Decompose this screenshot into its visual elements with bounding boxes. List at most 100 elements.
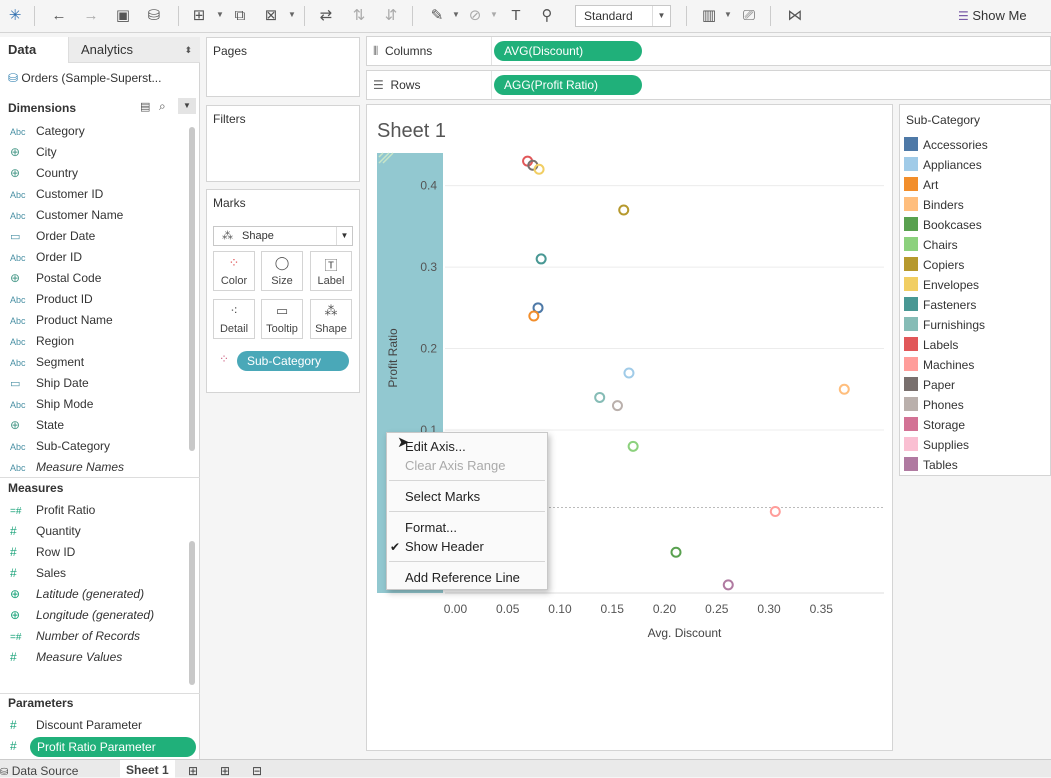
menu-format[interactable]: Format... <box>405 520 458 535</box>
profit-ratio-parameter-pill[interactable]: Profit Ratio Parameter <box>30 737 196 757</box>
label-mark-button[interactable]: 🅃 Label <box>310 251 352 291</box>
share-icon[interactable]: ⋈ <box>787 7 803 24</box>
mark-type-select[interactable]: ⁂ Shape ▼ <box>213 226 353 246</box>
field-profit-ratio[interactable]: =# Profit Ratio <box>10 500 190 521</box>
legend-item[interactable]: Art <box>904 175 938 195</box>
field-sales[interactable]: # Sales <box>10 563 190 584</box>
chevron-down-icon[interactable]: ▼ <box>452 10 460 19</box>
tableau-logo-icon[interactable]: ✳ <box>8 7 22 24</box>
legend-item[interactable]: Envelopes <box>904 275 979 295</box>
field-profit-ratio-parameter[interactable]: # <box>10 736 190 757</box>
tab-data[interactable]: Data <box>0 37 68 63</box>
new-worksheet-tab-icon[interactable]: ⊞ <box>188 764 199 778</box>
show-cards-icon[interactable]: ▥ <box>701 7 717 24</box>
search-icon[interactable]: ⌕ <box>159 99 166 113</box>
legend-item[interactable]: Phones <box>904 395 964 415</box>
new-worksheet-icon[interactable]: ⊞ <box>192 7 206 24</box>
shape-mark-button[interactable]: ⁂ Shape <box>310 299 352 339</box>
chevron-down-icon[interactable]: ▼ <box>490 10 498 19</box>
show-me-button[interactable]: ☰ Show Me <box>958 8 1027 23</box>
dimensions-menu-icon[interactable]: ▼ <box>178 98 196 114</box>
field-row-id[interactable]: # Row ID <box>10 542 190 563</box>
legend-item[interactable]: Tables <box>904 455 958 475</box>
legend-item[interactable]: Appliances <box>904 155 982 175</box>
legend-item[interactable]: Chairs <box>904 235 958 255</box>
field-state[interactable]: ⊕ State <box>10 415 190 436</box>
field-measure-values[interactable]: # Measure Values <box>10 647 190 668</box>
size-mark-button[interactable]: ◯ Size <box>261 251 303 291</box>
field-city[interactable]: ⊕ City <box>10 142 190 163</box>
pages-card[interactable]: Pages <box>206 37 360 97</box>
columns-shelf[interactable]: ⦀ Columns AVG(Discount) <box>366 36 1051 66</box>
field-ship-date[interactable]: ▭ Ship Date <box>10 373 190 394</box>
fit-select[interactable]: Standard ▼ <box>575 5 671 27</box>
legend-item[interactable]: Furnishings <box>904 315 985 335</box>
new-datasource-icon[interactable]: ⛁ <box>147 7 161 24</box>
tab-sheet-1[interactable]: Sheet 1 <box>120 760 175 778</box>
legend-item[interactable]: Binders <box>904 195 964 215</box>
field-category[interactable]: Abc Category <box>10 121 190 142</box>
field-product-id[interactable]: Abc Product ID <box>10 289 190 310</box>
view-list-icon[interactable]: ▤ <box>140 101 151 113</box>
sheet-title[interactable]: Sheet 1 <box>377 120 446 142</box>
field-postal-code[interactable]: ⊕ Postal Code <box>10 268 190 289</box>
menu-show-header[interactable]: Show Header <box>405 539 484 554</box>
menu-select-marks[interactable]: Select Marks <box>405 489 481 504</box>
subcategory-pill[interactable]: Sub-Category <box>237 351 349 371</box>
field-measure-names[interactable]: Abc Measure Names <box>10 457 190 478</box>
field-customer-id[interactable]: Abc Customer ID <box>10 184 190 205</box>
field-country[interactable]: ⊕ Country <box>10 163 190 184</box>
legend-item[interactable]: Labels <box>904 335 958 355</box>
sort-ascending-icon[interactable]: ⇅ <box>352 7 366 24</box>
swap-rows-columns-icon[interactable]: ⇄ <box>319 7 333 24</box>
legend-item[interactable]: Storage <box>904 415 965 435</box>
measures-scrollbar[interactable] <box>189 541 195 685</box>
datasource-item[interactable]: ⛁ Orders (Sample-Superst... <box>8 71 161 85</box>
filters-card[interactable]: Filters <box>206 105 360 182</box>
legend-item[interactable]: Paper <box>904 375 955 395</box>
legend-item[interactable]: Copiers <box>904 255 964 275</box>
field-order-date[interactable]: ▭ Order Date <box>10 226 190 247</box>
legend-item[interactable]: Bookcases <box>904 215 982 235</box>
legend-item[interactable]: Fasteners <box>904 295 976 315</box>
field-longitude-generated-[interactable]: ⊕ Longitude (generated) <box>10 605 190 626</box>
tab-analytics[interactable]: Analytics ⬍ <box>68 37 200 63</box>
field-discount-parameter[interactable]: # Discount Parameter <box>10 715 190 736</box>
field-customer-name[interactable]: Abc Customer Name <box>10 205 190 226</box>
menu-add-reference-line[interactable]: Add Reference Line <box>405 570 520 585</box>
detail-mark-button[interactable]: ⁖ Detail <box>213 299 255 339</box>
pin-axes-icon[interactable]: ⚲ <box>541 7 553 24</box>
field-quantity[interactable]: # Quantity <box>10 521 190 542</box>
clear-sheet-icon[interactable]: ⊠ <box>264 7 278 24</box>
field-order-id[interactable]: Abc Order ID <box>10 247 190 268</box>
field-region[interactable]: Abc Region <box>10 331 190 352</box>
show-mark-labels-icon[interactable]: T <box>511 7 521 24</box>
duplicate-sheet-icon[interactable]: ⧉ <box>234 7 246 24</box>
tab-data-source[interactable]: ⛁ Data Source <box>0 764 78 778</box>
field-latitude-generated-[interactable]: ⊕ Latitude (generated) <box>10 584 190 605</box>
legend-title[interactable]: Sub-Category <box>906 113 981 127</box>
redo-icon[interactable]: → <box>83 7 99 24</box>
rows-pill[interactable]: AGG(Profit Ratio) <box>494 75 642 95</box>
chevron-down-icon[interactable]: ▼ <box>216 10 224 19</box>
color-mark-button[interactable]: ⁘ Color <box>213 251 255 291</box>
menu-edit-axis[interactable]: Edit Axis... <box>405 439 466 454</box>
undo-icon[interactable]: ← <box>51 7 67 24</box>
field-sub-category[interactable]: Abc Sub-Category <box>10 436 190 457</box>
legend-item[interactable]: Machines <box>904 355 974 375</box>
field-segment[interactable]: Abc Segment <box>10 352 190 373</box>
chevron-down-icon[interactable]: ▼ <box>724 10 732 19</box>
chevron-down-icon[interactable]: ▼ <box>288 10 296 19</box>
field-number-of-records[interactable]: =# Number of Records <box>10 626 190 647</box>
columns-pill[interactable]: AVG(Discount) <box>494 41 642 61</box>
legend-item[interactable]: Supplies <box>904 435 969 455</box>
save-icon[interactable]: ▣ <box>115 7 131 24</box>
field-ship-mode[interactable]: Abc Ship Mode <box>10 394 190 415</box>
dimensions-scrollbar[interactable] <box>189 127 195 451</box>
new-dashboard-tab-icon[interactable]: ⊞ <box>220 764 231 778</box>
tooltip-mark-button[interactable]: ▭ Tooltip <box>261 299 303 339</box>
sort-descending-icon[interactable]: ⇵ <box>384 7 398 24</box>
new-story-tab-icon[interactable]: ⊟ <box>252 764 263 778</box>
field-product-name[interactable]: Abc Product Name <box>10 310 190 331</box>
rows-shelf[interactable]: ☰ Rows AGG(Profit Ratio) <box>366 70 1051 100</box>
